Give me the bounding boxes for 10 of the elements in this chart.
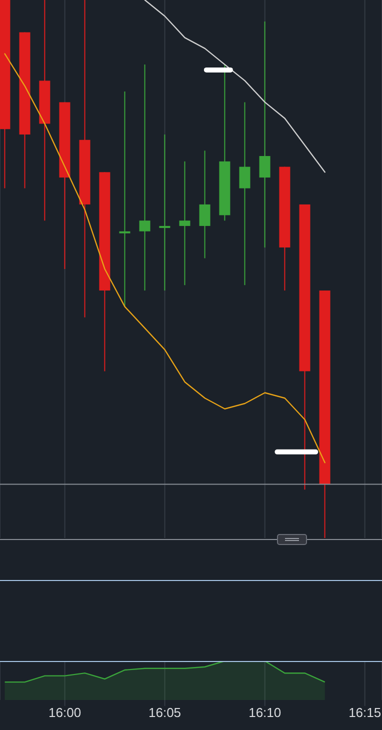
x-tick-label: 16:05	[148, 705, 182, 720]
candlestick	[239, 102, 250, 286]
candlestick	[179, 160, 190, 286]
x-tick-label: 16:15	[348, 705, 382, 720]
candlestick	[139, 64, 150, 292]
x-tick-label: 16:00	[48, 705, 82, 720]
candlestick	[119, 90, 130, 308]
candlestick	[199, 150, 210, 259]
candlestick	[159, 134, 170, 292]
x-tick-label: 16:10	[248, 705, 282, 720]
